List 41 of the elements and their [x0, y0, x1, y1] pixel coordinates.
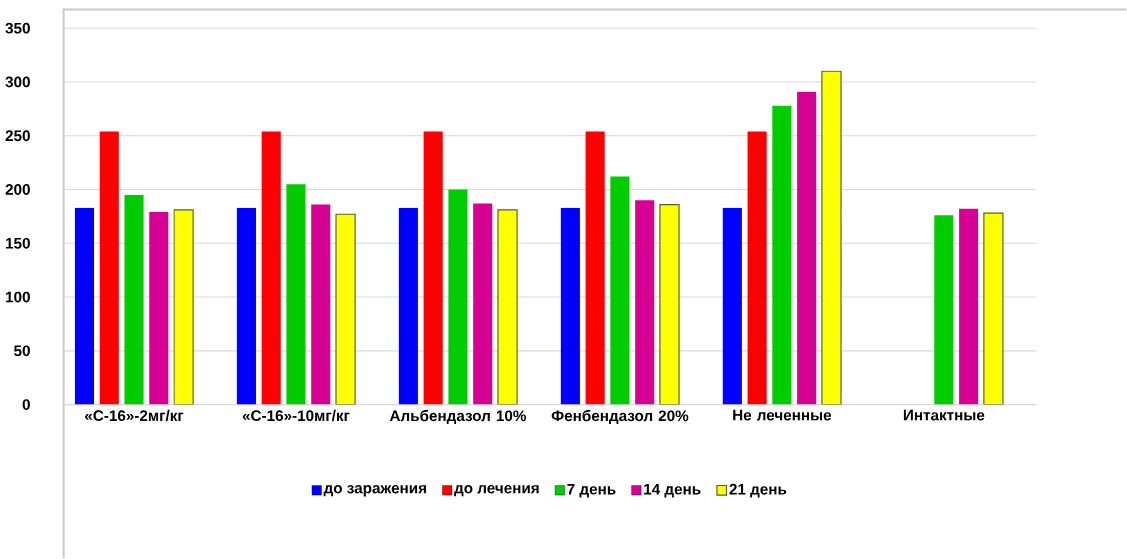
y-tick-label: 100 [6, 291, 30, 303]
bar [747, 131, 767, 405]
x-tick-label: Не леченные [733, 409, 832, 421]
x-tick-label: Альбендазол 10% [389, 409, 527, 424]
legend-label: 21 день [729, 483, 787, 498]
bar [722, 207, 742, 405]
y-tick-label: 0 [22, 399, 30, 410]
bar [99, 131, 119, 405]
bar [610, 176, 630, 405]
y-tick-label: 200 [5, 183, 30, 195]
legend-label: 14 день [644, 483, 701, 498]
bar [398, 207, 418, 405]
legend-label: до заражения [323, 484, 426, 497]
bar [585, 131, 605, 405]
bar [423, 131, 443, 405]
bar [934, 215, 954, 405]
bar [311, 204, 331, 405]
bar [149, 211, 169, 405]
bar [74, 207, 95, 405]
y-tick-label: 350 [5, 22, 30, 34]
bar [473, 203, 493, 405]
bar [797, 91, 817, 405]
x-tick-label: «С-16»-10мг/кг [242, 409, 350, 422]
x-tick-label: «С-16»-2мг/кг [85, 409, 184, 422]
y-tick-label: 300 [5, 76, 30, 88]
bar [261, 131, 281, 405]
bar [448, 189, 468, 405]
x-tick-label: Интактные [903, 409, 985, 421]
legend-label: до лечения [454, 484, 539, 497]
bar [772, 105, 792, 405]
bar [959, 208, 979, 405]
bar [124, 194, 144, 405]
legend-label: 7 день [567, 483, 616, 498]
y-tick-label: 150 [6, 237, 30, 249]
bar [236, 207, 256, 405]
bar [286, 183, 306, 405]
x-tick-label: Фенбендазол 20% [551, 409, 689, 424]
y-tick-label: 50 [14, 345, 30, 357]
y-tick-label: 250 [5, 130, 30, 141]
bar [560, 207, 580, 405]
bar [635, 200, 655, 405]
